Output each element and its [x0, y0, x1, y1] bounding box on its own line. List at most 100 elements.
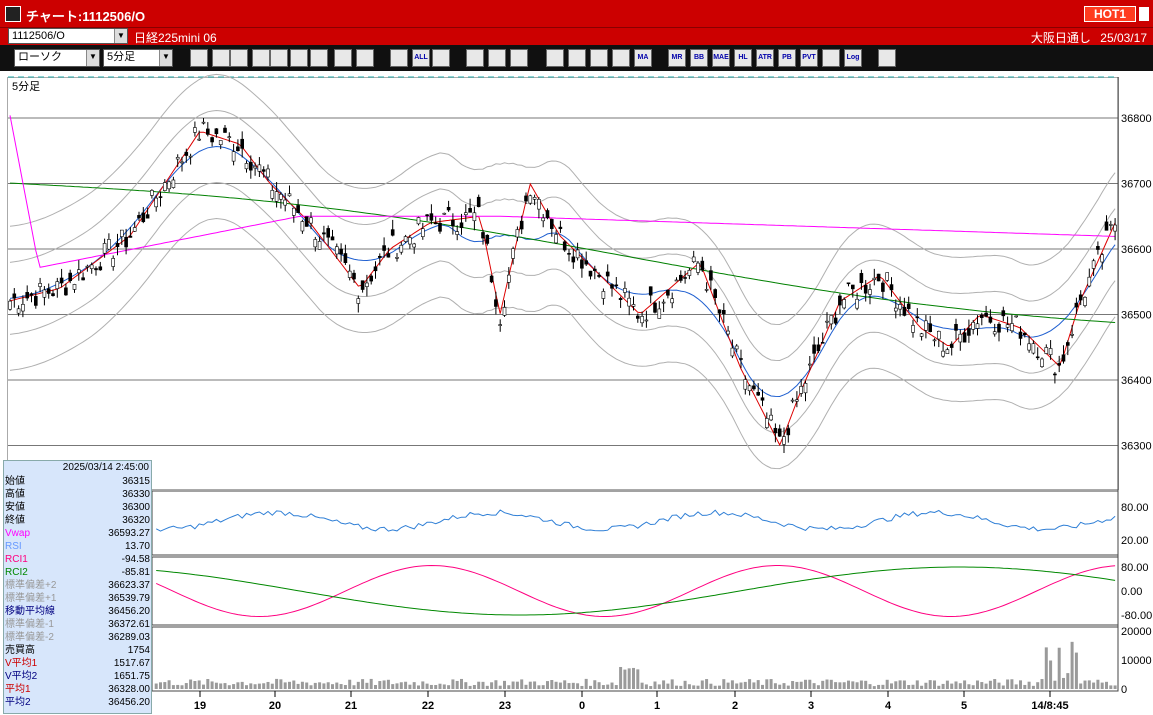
bb-icon[interactable]: BB	[690, 49, 708, 67]
settings-icon[interactable]	[432, 49, 450, 67]
volume-bar	[967, 684, 971, 689]
candle-body	[132, 227, 137, 232]
candle-body	[218, 140, 223, 146]
volume-bar	[610, 682, 614, 689]
cursor-icon[interactable]	[270, 49, 288, 67]
pvt-icon[interactable]: PVT	[800, 49, 818, 67]
candle-body	[949, 343, 954, 348]
volume-bar	[296, 683, 300, 689]
disabled-icon[interactable]	[612, 49, 630, 67]
refresh-icon[interactable]	[290, 49, 308, 67]
box-icon[interactable]	[822, 49, 840, 67]
zoom-icon[interactable]	[190, 49, 208, 67]
line-icon[interactable]	[510, 49, 528, 67]
volume-bar	[262, 683, 266, 689]
candle-body	[334, 246, 339, 255]
candle-body	[1044, 347, 1049, 354]
chevron-down-icon[interactable]: ▼	[114, 29, 127, 43]
hot-button[interactable]: HOT1	[1084, 6, 1136, 22]
candle-icon[interactable]	[356, 49, 374, 67]
candle-body	[438, 222, 442, 232]
candle-body	[377, 255, 382, 258]
rci-tick-label: -80.00	[1121, 610, 1152, 622]
pen-icon[interactable]	[230, 49, 248, 67]
grid-icon[interactable]	[568, 49, 586, 67]
candle-body	[958, 333, 963, 343]
info-row: 高値 36330	[5, 488, 151, 501]
volume-bar	[369, 678, 373, 689]
volume-bar	[589, 685, 592, 689]
volume-bar	[730, 680, 734, 689]
chevron-down-icon[interactable]: ▼	[159, 50, 172, 66]
all-icon[interactable]: ALL	[412, 49, 430, 67]
volume-bar	[653, 681, 657, 689]
candle-body	[1014, 315, 1019, 318]
candle-body	[8, 300, 12, 310]
candle-body	[244, 163, 249, 170]
volume-bar	[687, 684, 691, 689]
pb-icon[interactable]: PB	[778, 49, 796, 67]
tool-icon[interactable]	[466, 49, 484, 67]
volume-bar	[257, 683, 261, 689]
interval-select[interactable]: 5分足 ▼	[103, 49, 173, 67]
volume-bar	[683, 680, 687, 689]
volume-bar	[1062, 677, 1065, 689]
rsi-tick-label: 80.00	[1121, 502, 1149, 514]
rci-pane	[151, 556, 1119, 626]
candle-body	[287, 193, 292, 197]
mae-icon[interactable]: MAE	[712, 49, 730, 67]
candle-body	[416, 217, 421, 225]
cross-icon[interactable]	[590, 49, 608, 67]
search-icon[interactable]	[546, 49, 564, 67]
candle-body	[954, 323, 958, 331]
candle-body	[807, 363, 812, 366]
candle-body	[1005, 324, 1010, 328]
log-icon[interactable]: Log	[844, 49, 862, 67]
price-tick-label: 36800	[1121, 113, 1152, 125]
candle-body	[605, 271, 610, 277]
candle-body	[33, 296, 38, 306]
symbol-code-select[interactable]: 1112506/O ▼	[8, 28, 128, 44]
trash-icon[interactable]	[334, 49, 352, 67]
volume-bar	[864, 680, 868, 689]
volume-bar	[1014, 684, 1018, 689]
volume-bar	[649, 686, 653, 689]
candle-body	[386, 253, 391, 258]
volume-bar	[872, 686, 876, 689]
mr-icon[interactable]: MR	[668, 49, 686, 67]
candle-body	[111, 258, 115, 267]
candle-body	[390, 229, 395, 236]
volume-bar	[799, 681, 803, 689]
info-value: 1517.67	[113, 658, 150, 669]
candle-body	[296, 205, 300, 213]
volume-bar	[997, 682, 1001, 689]
info-value: 36539.79	[108, 593, 150, 604]
candle-body	[1027, 343, 1031, 351]
ma-icon[interactable]: MA	[634, 49, 652, 67]
volume-bar	[993, 679, 997, 689]
candle-body	[72, 284, 77, 290]
toolbar: ローソク ▼ 5分足 ▼ ALL MA MR BB MAE HL ATR PB PVT Log	[0, 45, 1153, 71]
color-icon[interactable]	[488, 49, 506, 67]
atr-icon[interactable]: ATR	[756, 49, 774, 67]
candle-body	[1070, 334, 1074, 336]
candle-body	[451, 219, 455, 227]
candle-body	[223, 127, 227, 133]
split-icon[interactable]	[212, 49, 230, 67]
price-chart-pane[interactable]	[7, 77, 1119, 490]
volume-bar	[722, 679, 726, 689]
exit-icon[interactable]	[878, 49, 896, 67]
list-icon[interactable]	[310, 49, 328, 67]
ohlc-icon[interactable]	[390, 49, 408, 67]
candle-body	[1048, 348, 1053, 355]
volume-bar	[1074, 652, 1078, 689]
info-value: 36330	[122, 489, 150, 500]
draw-icon[interactable]	[252, 49, 270, 67]
x-tick-label: 5	[961, 700, 967, 712]
hl-icon[interactable]: HL	[734, 49, 752, 67]
info-row: 平均2 36456.20	[5, 696, 151, 709]
price-tick-label: 36600	[1121, 244, 1152, 256]
chevron-down-icon[interactable]: ▼	[86, 50, 99, 66]
chart-type-select[interactable]: ローソク ▼	[14, 49, 100, 67]
